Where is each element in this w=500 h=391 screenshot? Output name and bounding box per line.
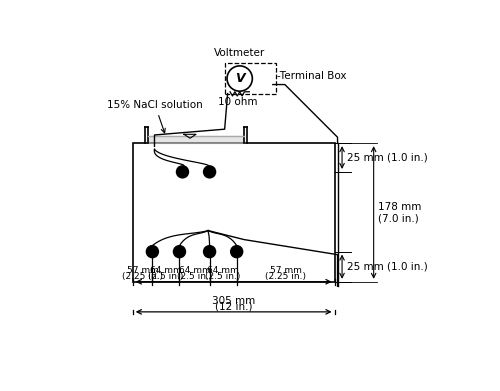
Text: (2.25 in.): (2.25 in.) (122, 272, 163, 281)
Circle shape (204, 246, 216, 258)
Bar (224, 63, 276, 93)
Text: 10 ohm: 10 ohm (218, 97, 258, 107)
Text: 57 mm: 57 mm (270, 266, 302, 275)
Bar (133, 143, 334, 282)
Text: V: V (235, 72, 244, 85)
Text: Voltmeter: Voltmeter (214, 48, 266, 58)
Text: (2.5 in.): (2.5 in.) (148, 272, 184, 281)
Text: 57 mm: 57 mm (126, 266, 158, 275)
Text: (2.25 in.): (2.25 in.) (265, 272, 306, 281)
Text: 178 mm
(7.0 in.): 178 mm (7.0 in.) (378, 202, 422, 223)
Text: (12 in.): (12 in.) (215, 301, 252, 311)
Text: 25 mm (1.0 in.): 25 mm (1.0 in.) (346, 262, 428, 272)
Circle shape (230, 246, 242, 258)
Text: (2.5 in.): (2.5 in.) (206, 272, 241, 281)
Text: (2.5 in.): (2.5 in.) (177, 272, 212, 281)
Text: 64 mm: 64 mm (150, 266, 182, 275)
Circle shape (174, 246, 186, 258)
Circle shape (176, 166, 188, 178)
Text: 25 mm (1.0 in.): 25 mm (1.0 in.) (346, 152, 428, 163)
Circle shape (204, 166, 216, 178)
Circle shape (146, 246, 158, 258)
Text: 64 mm: 64 mm (208, 266, 239, 275)
Text: -Terminal Box: -Terminal Box (278, 70, 347, 81)
Text: 305 mm: 305 mm (212, 296, 256, 306)
Text: 64 mm: 64 mm (178, 266, 210, 275)
Text: 15% NaCl solution: 15% NaCl solution (107, 100, 203, 133)
